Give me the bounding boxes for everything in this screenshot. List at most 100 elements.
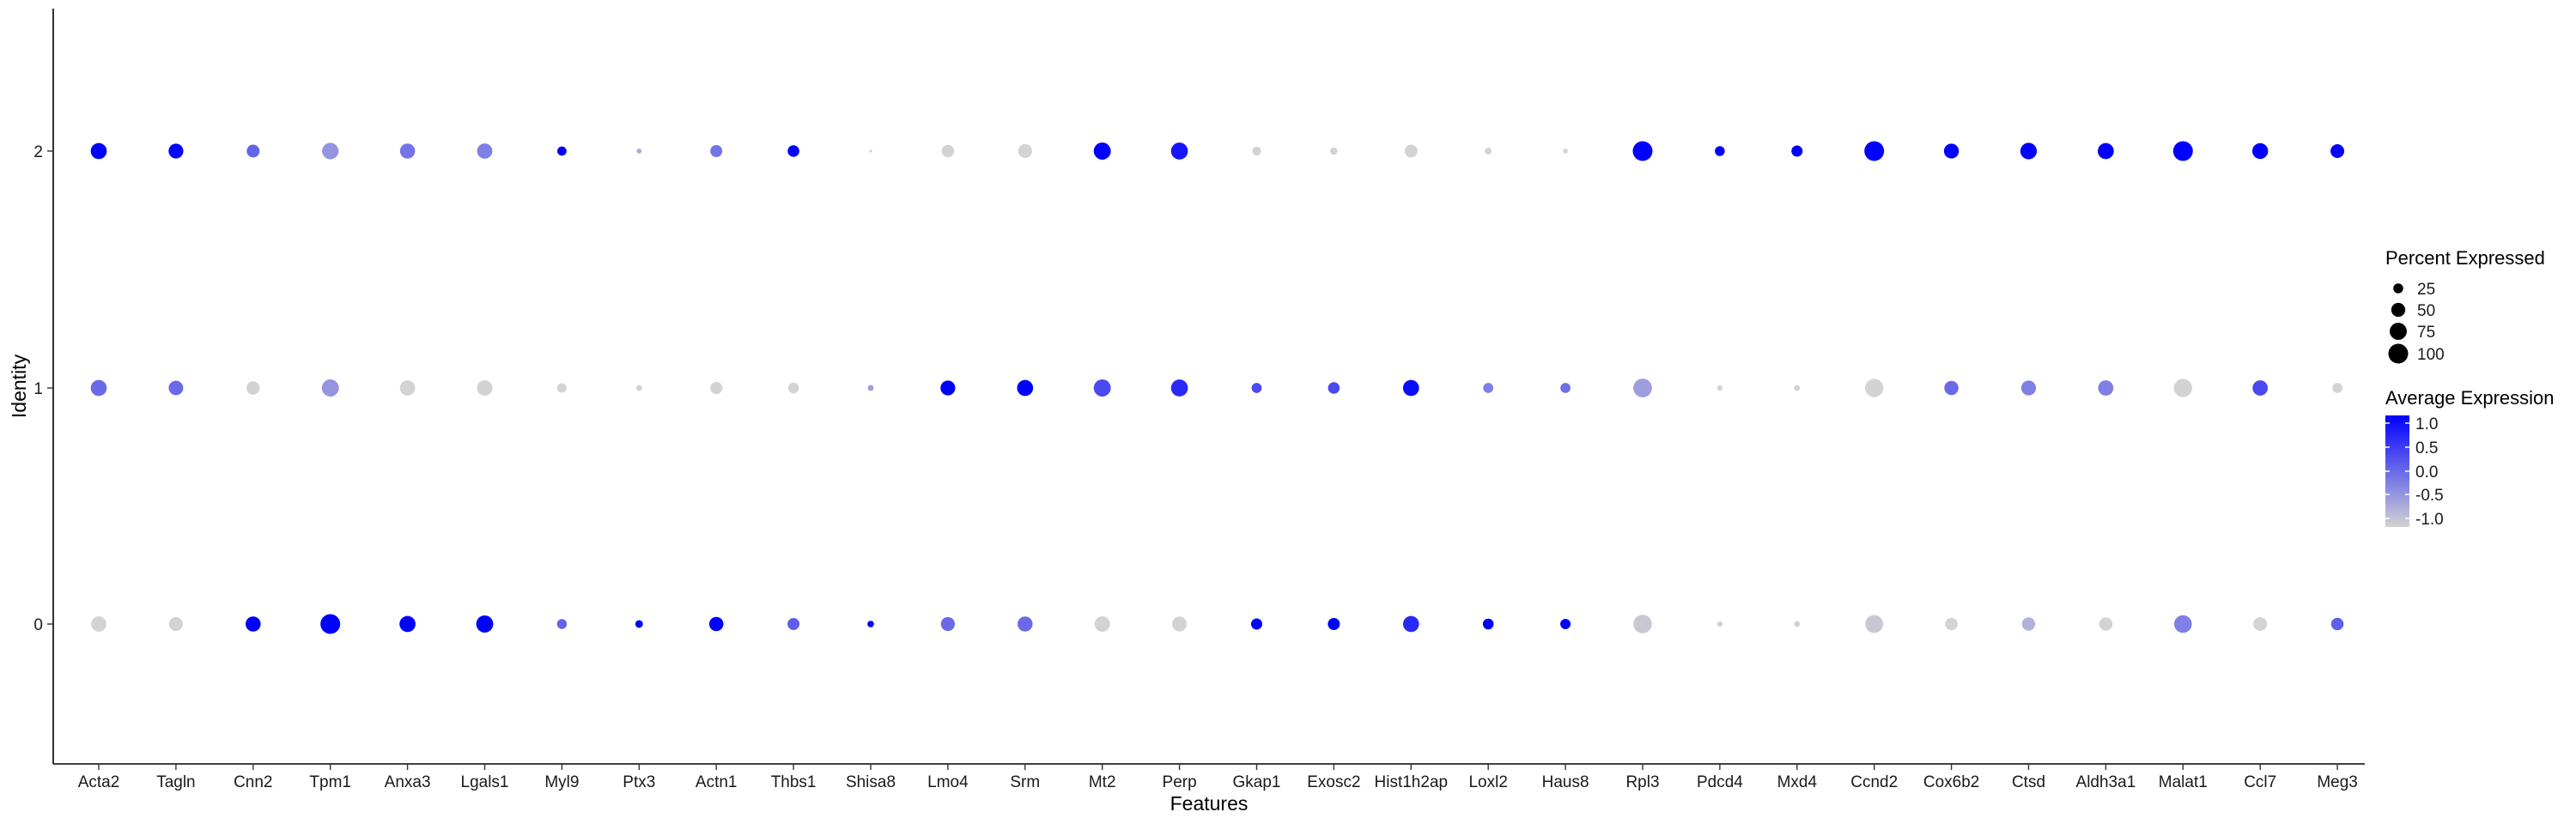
dot-cox6b2-0 — [1945, 617, 1958, 631]
dot-shisa8-0 — [867, 621, 874, 627]
dot-shisa8-1 — [867, 385, 874, 391]
dot-mt2-0 — [1094, 615, 1110, 633]
dot-rpl3-0 — [1633, 615, 1652, 633]
dot-exosc2-2 — [1330, 147, 1338, 155]
dot-perp-1 — [1170, 379, 1188, 397]
dot-actn1-1 — [710, 381, 723, 395]
dot-acta2-1 — [90, 379, 107, 397]
dot-exosc2-1 — [1327, 382, 1340, 394]
dot-ccl7-1 — [2252, 380, 2269, 396]
dot-tagln-2 — [168, 143, 184, 159]
dot-srm-1 — [1017, 379, 1034, 397]
size-legend-dot — [2390, 323, 2407, 340]
dot-gkap1-2 — [1252, 146, 1261, 156]
dot-lmo4-2 — [941, 144, 955, 158]
dot-perp-0 — [1171, 616, 1188, 632]
dot-tpm1-1 — [321, 379, 339, 397]
x-tick-label: Anxa3 — [385, 773, 431, 791]
dot-gkap1-1 — [1251, 383, 1262, 393]
x-tick-label: Gkap1 — [1233, 773, 1281, 791]
dot-lgals1-0 — [476, 615, 494, 633]
color-legend: Average Expression 1.0 0.5 0.0 -0.5 -1.0 — [2385, 387, 2555, 529]
dot-thbs1-2 — [787, 145, 799, 157]
x-tick-label: Srm — [1010, 773, 1040, 791]
dot-hist1h2ap-0 — [1402, 615, 1419, 633]
dot-gkap1-0 — [1250, 618, 1263, 630]
dot-aldh3a1-1 — [2098, 380, 2114, 396]
dot-ctsd-0 — [2021, 617, 2036, 631]
dot-acta2-0 — [91, 616, 106, 632]
dot-ccnd2-1 — [1865, 379, 1884, 397]
dot-meg3-2 — [2330, 144, 2345, 158]
x-tick-label: Actn1 — [696, 773, 738, 791]
dot-ctsd-2 — [2020, 142, 2038, 160]
y-tick-label: 1 — [33, 380, 43, 398]
color-legend-label: -0.5 — [2415, 487, 2444, 505]
dot-malat1-2 — [2172, 141, 2193, 161]
dot-ccnd2-2 — [1864, 141, 1885, 161]
y-ticks: 0 1 2 — [33, 143, 53, 634]
dot-aldh3a1-2 — [2098, 142, 2114, 160]
size-legend: Percent Expressed 25 50 75 100 — [2385, 247, 2545, 364]
dot-srm-2 — [1018, 143, 1032, 159]
color-legend-label: -1.0 — [2415, 511, 2444, 529]
size-legend-label: 50 — [2417, 302, 2435, 320]
size-legend-label: 100 — [2417, 346, 2445, 364]
dot-shisa8-2 — [869, 149, 872, 153]
y-tick-label: 0 — [33, 616, 43, 634]
size-legend-dot — [2391, 302, 2406, 318]
dot-loxl2-2 — [1485, 148, 1492, 154]
dot-cnn2-2 — [246, 144, 260, 158]
size-legend-title: Percent Expressed — [2385, 247, 2545, 269]
size-legend-label: 75 — [2417, 324, 2435, 342]
dot-thbs1-0 — [787, 618, 800, 630]
x-tick-label: Lmo4 — [927, 773, 969, 791]
dot-ccnd2-0 — [1865, 615, 1884, 633]
dot-tpm1-2 — [322, 142, 339, 160]
dot-perp-2 — [1170, 142, 1188, 160]
color-legend-label: 0.0 — [2415, 464, 2438, 482]
dot-actn1-0 — [708, 616, 724, 632]
x-tick-label: Cnn2 — [234, 773, 272, 791]
x-ticks: Acta2 Tagln Cnn2 Tpm1 Anxa3 Lgals1 Myl9 Ptx3 Act… — [78, 764, 2358, 791]
dot-ccl7-0 — [2253, 617, 2268, 631]
dot-haus8-0 — [1560, 619, 1571, 629]
dot-cox6b2-2 — [1943, 143, 1959, 159]
dot-lgals1-2 — [477, 143, 493, 159]
x-tick-label: Hist1h2ap — [1375, 773, 1449, 791]
dot-malat1-0 — [2174, 615, 2192, 633]
dot-haus8-2 — [1563, 148, 1568, 154]
x-tick-label: Cox6b2 — [1923, 773, 1980, 791]
x-tick-label: Malat1 — [2159, 773, 2208, 791]
dot-lmo4-0 — [940, 616, 956, 632]
dot-myl9-0 — [556, 619, 568, 629]
color-legend-label: 0.5 — [2415, 439, 2438, 457]
y-axis-title: Identity — [8, 354, 30, 418]
x-tick-label: Thbs1 — [771, 773, 817, 791]
x-tick-label: Mt2 — [1089, 773, 1116, 791]
dot-anxa3-2 — [399, 143, 416, 159]
dot-ccl7-2 — [2252, 142, 2269, 160]
size-legend-dot — [2393, 283, 2403, 294]
dot-pdcd4-2 — [1715, 146, 1725, 156]
dot-mxd4-2 — [1791, 145, 1803, 157]
dot-mt2-2 — [1093, 142, 1111, 160]
dot-hist1h2ap-2 — [1404, 144, 1418, 158]
plot-axes — [52, 9, 2365, 765]
dot-cox6b2-1 — [1944, 380, 1959, 396]
dot-hist1h2ap-1 — [1402, 379, 1419, 397]
x-tick-label: Exosc2 — [1307, 773, 1360, 791]
y-tick-label: 2 — [33, 143, 43, 161]
dot-lmo4-1 — [940, 380, 956, 396]
dot-thbs1-1 — [787, 382, 799, 394]
dot-ptx3-0 — [635, 620, 643, 628]
dot-cnn2-1 — [246, 381, 260, 395]
dot-rpl3-2 — [1632, 141, 1653, 161]
dot-loxl2-0 — [1482, 618, 1494, 630]
dot-tagln-0 — [168, 616, 184, 632]
dot-loxl2-1 — [1483, 383, 1494, 393]
dot-mxd4-1 — [1794, 385, 1801, 391]
dot-malat1-1 — [2173, 379, 2192, 397]
dot-lgals1-1 — [477, 379, 493, 397]
x-tick-label: Pdcd4 — [1697, 773, 1743, 791]
